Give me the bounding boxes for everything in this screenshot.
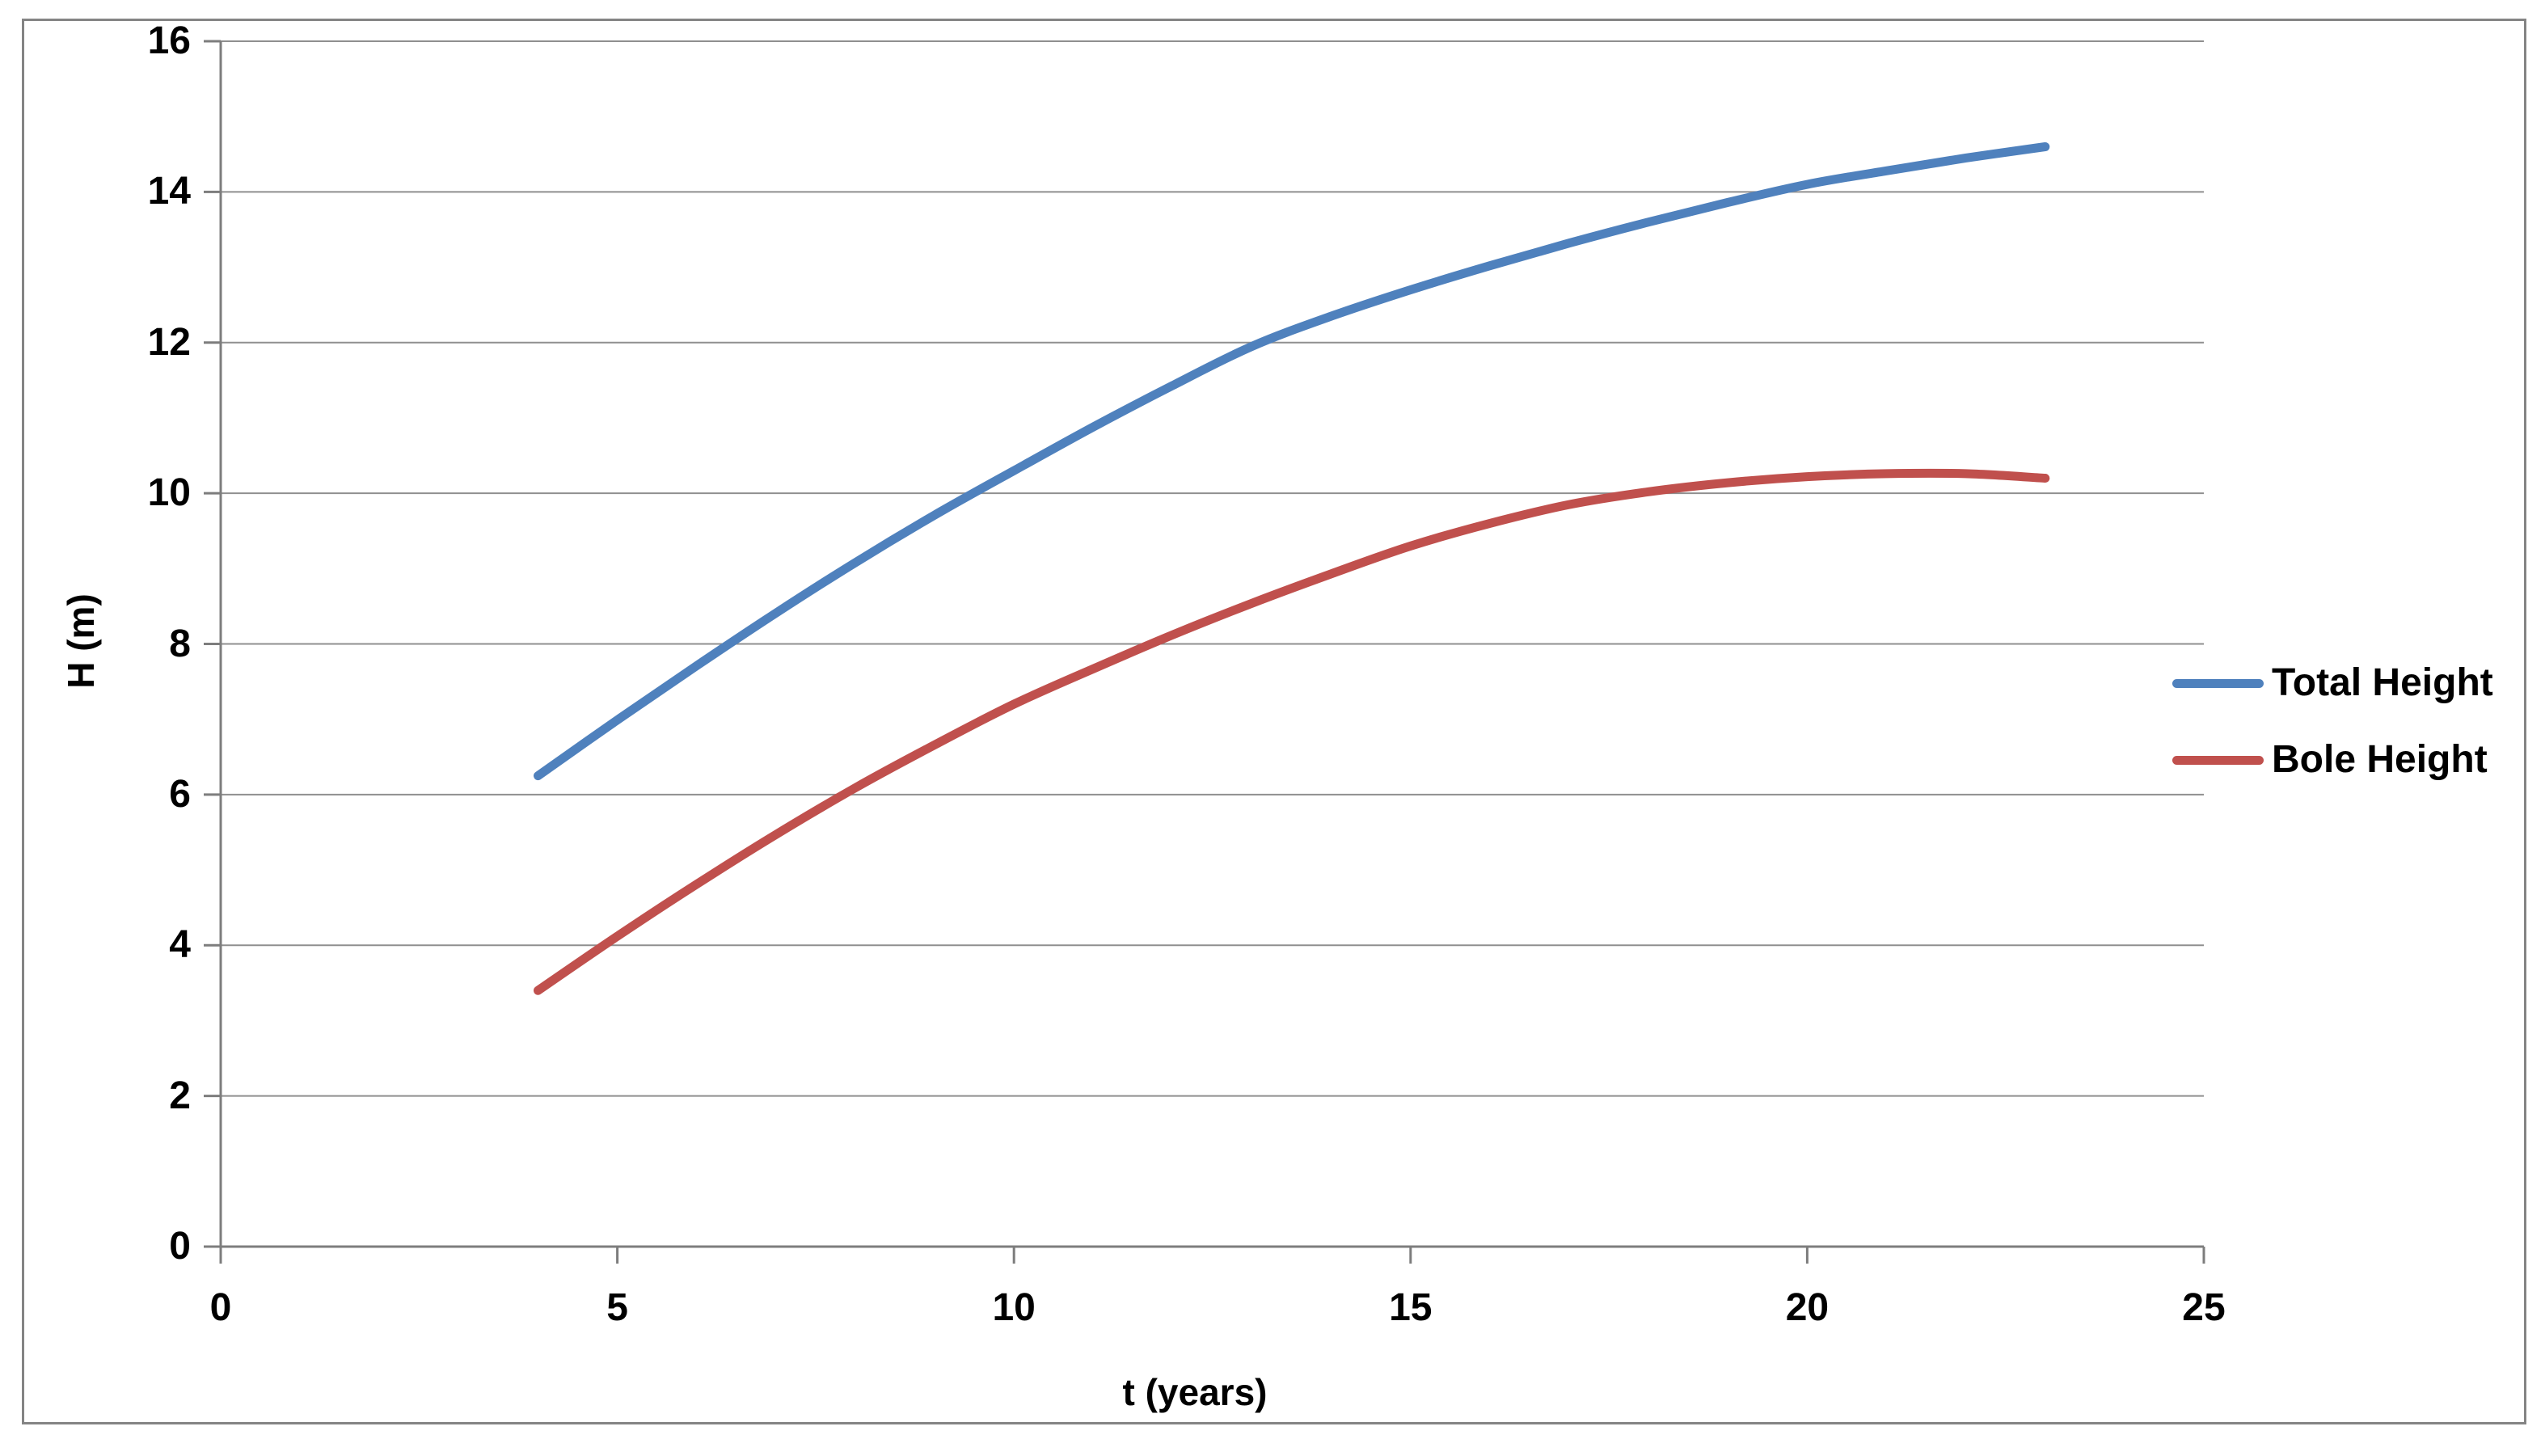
legend-item: Bole Height [2172,740,2493,780]
legend: Total Height Bole Height [2172,663,2493,780]
series-line-bole-height [534,468,2050,995]
legend-swatch-icon [2172,755,2264,765]
y-tick-label: 16 [147,19,191,62]
x-tick-label: 25 [2182,1286,2226,1329]
legend-item: Total Height [2172,663,2493,703]
x-tick-label: 10 [992,1286,1036,1329]
y-tick-label: 6 [169,772,191,816]
x-tick-label: 15 [1389,1286,1433,1329]
legend-label: Total Height [2272,661,2493,704]
y-tick-label: 12 [147,320,191,364]
x-tick-label: 0 [209,1286,232,1329]
y-tick-label: 4 [169,923,191,967]
legend-label: Bole Height [2272,738,2488,781]
y-tick-label: 2 [169,1074,191,1117]
y-tick-label: 8 [169,622,191,665]
y-tick-label: 0 [169,1225,191,1268]
legend-swatch-icon [2172,678,2264,688]
y-axis-title: H (m) [60,593,102,689]
y-tick-label: 14 [147,170,191,213]
x-tick-label: 5 [606,1286,628,1329]
series-line-total-height [534,142,2050,781]
chart-border [22,19,2526,1424]
x-axis-title: t (years) [1122,1371,1268,1413]
x-tick-label: 20 [1785,1286,1830,1329]
y-tick-label: 10 [147,471,191,515]
